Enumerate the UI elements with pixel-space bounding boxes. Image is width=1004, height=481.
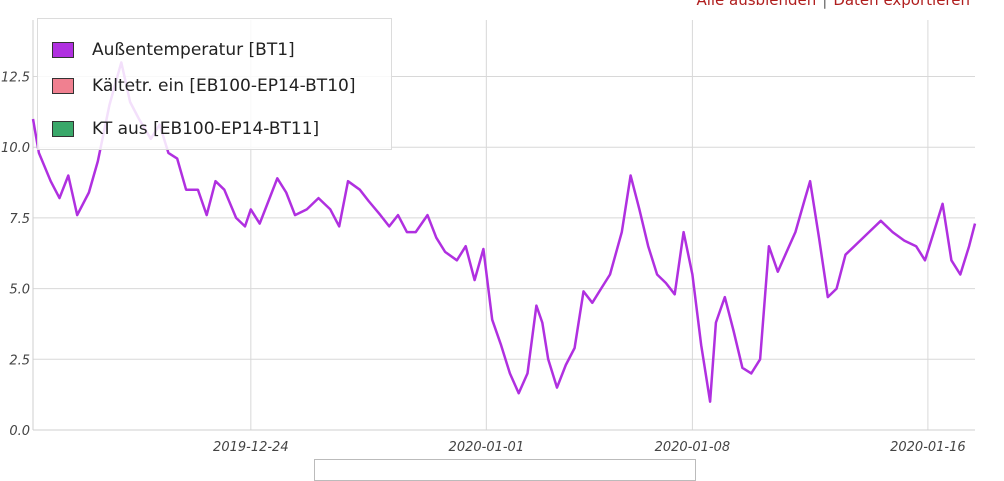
series-line-0 [31, 61, 977, 403]
x-tick-label: 2020-01-16 [890, 440, 966, 455]
legend-swatch-brine-in [52, 78, 74, 94]
export-data-link[interactable]: Daten exportieren [833, 0, 970, 9]
top-links: Alle ausblenden | Daten exportieren [696, 0, 970, 9]
x-tick-label: 2020-01-08 [655, 440, 731, 455]
legend-item-brine-out[interactable]: KT aus [EB100-EP14-BT11] [52, 118, 319, 140]
y-tick-label: 12.5 [1, 71, 30, 86]
hide-all-link[interactable]: Alle ausblenden [696, 0, 817, 9]
series-lines [31, 61, 977, 403]
x-tick-label: 2019-12-24 [213, 440, 289, 455]
link-separator: | [822, 0, 828, 9]
legend-item-brine-in[interactable]: Kältetr. ein [EB100-EP14-BT10] [52, 75, 355, 97]
x-axis-ticks: 2019-12-24 2020-01-01 2020-01-08 2020-01-16 [213, 440, 966, 455]
y-axis-ticks: 0.0 2.5 5.0 7.5 10.0 12.5 [1, 71, 30, 439]
y-tick-label: 5.0 [9, 283, 30, 298]
x-tick-label: 2020-01-01 [449, 440, 525, 455]
y-tick-label: 2.5 [9, 353, 30, 368]
legend-swatch-brine-out [52, 121, 74, 137]
y-tick-label: 10.0 [1, 141, 30, 156]
y-tick-label: 7.5 [9, 212, 30, 227]
chart-legend: Außentemperatur [BT1] Kältetr. ein [EB10… [37, 18, 392, 150]
range-selector[interactable] [314, 459, 696, 481]
legend-label: Außentemperatur [BT1] [92, 40, 295, 60]
legend-item-outdoor-temp[interactable]: Außentemperatur [BT1] [52, 39, 295, 61]
legend-label: KT aus [EB100-EP14-BT11] [92, 119, 320, 139]
legend-swatch-outdoor-temp [52, 42, 74, 58]
legend-label: Kältetr. ein [EB100-EP14-BT10] [92, 76, 356, 96]
y-tick-label: 0.0 [9, 424, 30, 439]
